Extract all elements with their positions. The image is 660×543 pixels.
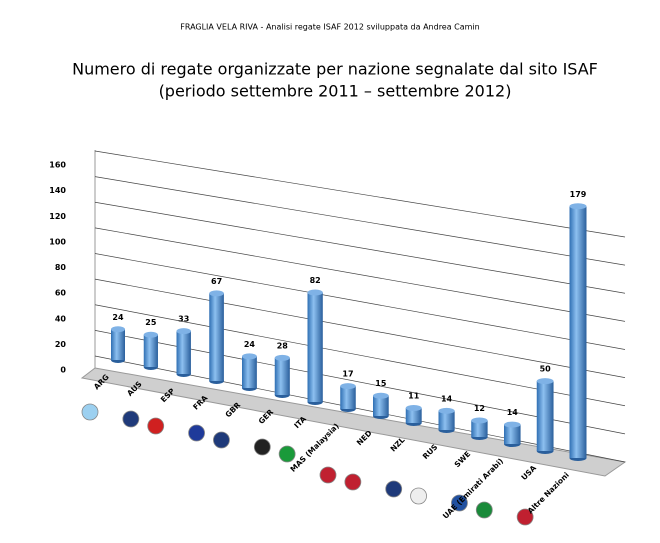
grid-line bbox=[94, 278, 626, 378]
grid-line bbox=[94, 227, 626, 322]
grid-line bbox=[94, 150, 626, 238]
bar bbox=[405, 408, 422, 423]
bar-top bbox=[274, 354, 290, 361]
y-tick-label: 20 bbox=[55, 340, 67, 349]
bar bbox=[209, 293, 224, 381]
bar-top bbox=[569, 203, 587, 210]
y-tick-label: 100 bbox=[49, 237, 66, 246]
flag-icon bbox=[344, 473, 362, 491]
grid-line bbox=[94, 304, 626, 407]
flag-icon bbox=[475, 501, 493, 519]
flag-icon bbox=[81, 403, 99, 421]
flag-icon bbox=[451, 494, 468, 512]
value-label: 67 bbox=[211, 277, 222, 286]
x-tick-label: USA bbox=[519, 463, 538, 482]
bar-top bbox=[111, 326, 125, 333]
bar bbox=[274, 357, 290, 395]
flag-icon bbox=[516, 508, 534, 526]
bar bbox=[438, 410, 455, 430]
y-tick-label: 40 bbox=[55, 314, 67, 323]
bar bbox=[242, 356, 257, 388]
value-label: 82 bbox=[310, 276, 321, 285]
flag-icon bbox=[147, 417, 165, 435]
bar-top bbox=[405, 405, 422, 412]
flag-icon bbox=[188, 424, 205, 442]
value-label: 28 bbox=[277, 341, 289, 350]
value-label: 50 bbox=[540, 365, 552, 374]
y-tick-label: 0 bbox=[60, 366, 66, 375]
y-tick-label: 140 bbox=[49, 186, 66, 195]
x-tick-label: RUS bbox=[421, 442, 440, 461]
x-tick-label: SWE bbox=[453, 449, 473, 469]
bar bbox=[569, 206, 587, 458]
y-tick-label: 60 bbox=[55, 289, 67, 298]
bar-top bbox=[242, 353, 257, 360]
bar-top bbox=[209, 290, 224, 297]
chart-subtitle: (periodo settembre 2011 – settembre 2012… bbox=[159, 82, 512, 101]
bar bbox=[340, 386, 356, 409]
bar bbox=[373, 395, 389, 416]
bar-top bbox=[373, 392, 389, 399]
value-label: 24 bbox=[112, 313, 124, 322]
bar-top bbox=[307, 289, 323, 296]
bar-top bbox=[176, 328, 191, 335]
value-label: 25 bbox=[145, 318, 157, 327]
flag-icon bbox=[122, 410, 140, 428]
value-label: 33 bbox=[178, 315, 189, 324]
value-label: 14 bbox=[441, 394, 453, 403]
value-label: 17 bbox=[342, 370, 353, 379]
flag-icon bbox=[410, 487, 427, 505]
grid-line bbox=[94, 201, 626, 294]
bar-top bbox=[536, 378, 554, 385]
value-label: 12 bbox=[474, 404, 485, 413]
value-label: 14 bbox=[507, 408, 519, 417]
bar-top bbox=[471, 417, 488, 424]
bar-top bbox=[504, 421, 521, 428]
grid-line bbox=[94, 176, 626, 266]
x-tick-label: Altre Nazioni bbox=[526, 470, 571, 515]
value-label: 24 bbox=[244, 340, 256, 349]
y-tick-label: 160 bbox=[49, 161, 66, 170]
bar-top bbox=[340, 383, 356, 390]
value-label: 179 bbox=[570, 190, 587, 199]
bar bbox=[111, 329, 125, 360]
flag-icon bbox=[385, 480, 403, 498]
bar bbox=[471, 420, 488, 437]
bar-top bbox=[438, 407, 455, 414]
grid-line bbox=[94, 253, 626, 350]
bar bbox=[504, 424, 521, 444]
bar bbox=[307, 292, 323, 402]
value-label: 15 bbox=[375, 379, 387, 388]
y-tick-label: 80 bbox=[55, 263, 67, 272]
y-tick-label: 120 bbox=[49, 212, 66, 221]
chart-title: Numero di regate organizzate per nazione… bbox=[72, 60, 598, 79]
flag-icon bbox=[213, 431, 230, 449]
supertitle: FRAGLIA VELA RIVA - Analisi regate ISAF … bbox=[180, 23, 480, 32]
flag-icon bbox=[253, 438, 271, 456]
bar bbox=[176, 331, 191, 374]
bar bbox=[143, 334, 158, 367]
x-tick-label: UAE (Emirati Arabi) bbox=[441, 456, 505, 520]
bar-top bbox=[143, 331, 158, 338]
flag-icon bbox=[278, 445, 296, 463]
flag-icon bbox=[319, 466, 337, 484]
bar bbox=[536, 381, 554, 451]
x-tick-label: MAS (Malaysia) bbox=[288, 421, 340, 473]
value-label: 11 bbox=[408, 392, 420, 401]
